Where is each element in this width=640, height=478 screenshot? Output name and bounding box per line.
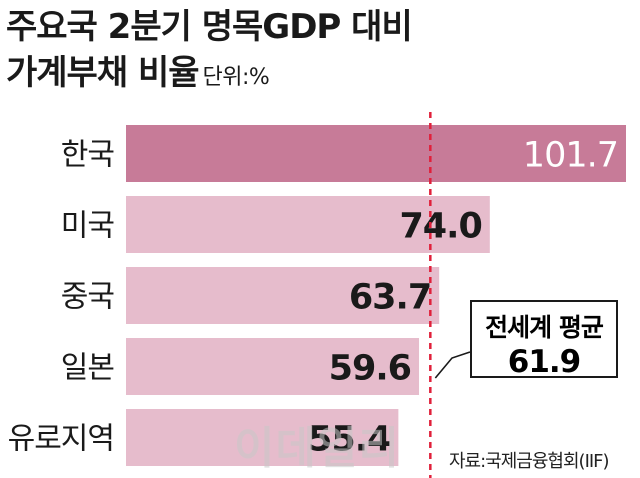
watermark: 이데일리 bbox=[234, 423, 400, 474]
average-label: 전세계 평균 bbox=[485, 313, 604, 342]
value-label-3: 59.6 bbox=[329, 349, 411, 389]
average-value: 61.9 bbox=[507, 344, 582, 380]
average-callout: 전세계 평균 61.9 bbox=[470, 300, 618, 380]
bar-0 bbox=[126, 125, 626, 182]
category-label-0: 한국 bbox=[61, 138, 115, 173]
title-line-2: 가계부채 비율 단위:% bbox=[6, 50, 412, 101]
value-label-2: 63.7 bbox=[349, 278, 431, 318]
title-line-1: 주요국 2분기 명목GDP 대비 bbox=[6, 7, 413, 47]
bar-2 bbox=[126, 267, 440, 324]
bar-4 bbox=[126, 409, 399, 466]
category-label-1: 미국 bbox=[61, 209, 115, 244]
average-pointer bbox=[434, 351, 471, 379]
unit-label: 단위:% bbox=[202, 65, 270, 90]
chart-title: 주요국 2분기 명목GDP 대비 가계부채 비율 단위:% bbox=[6, 4, 413, 101]
bar-3 bbox=[126, 338, 420, 395]
value-label-1: 74.0 bbox=[399, 207, 481, 247]
category-label-2: 중국 bbox=[61, 280, 115, 315]
value-label-4: 55.4 bbox=[308, 420, 390, 460]
category-label-3: 일본 bbox=[61, 351, 114, 386]
category-label-4: 유로지역 bbox=[8, 422, 114, 457]
source-note: 자료:국제금융협회(IIF) bbox=[449, 451, 610, 472]
value-label-0: 101.7 bbox=[523, 136, 618, 176]
title-line-2-text: 가계부채 비율 bbox=[6, 53, 200, 93]
